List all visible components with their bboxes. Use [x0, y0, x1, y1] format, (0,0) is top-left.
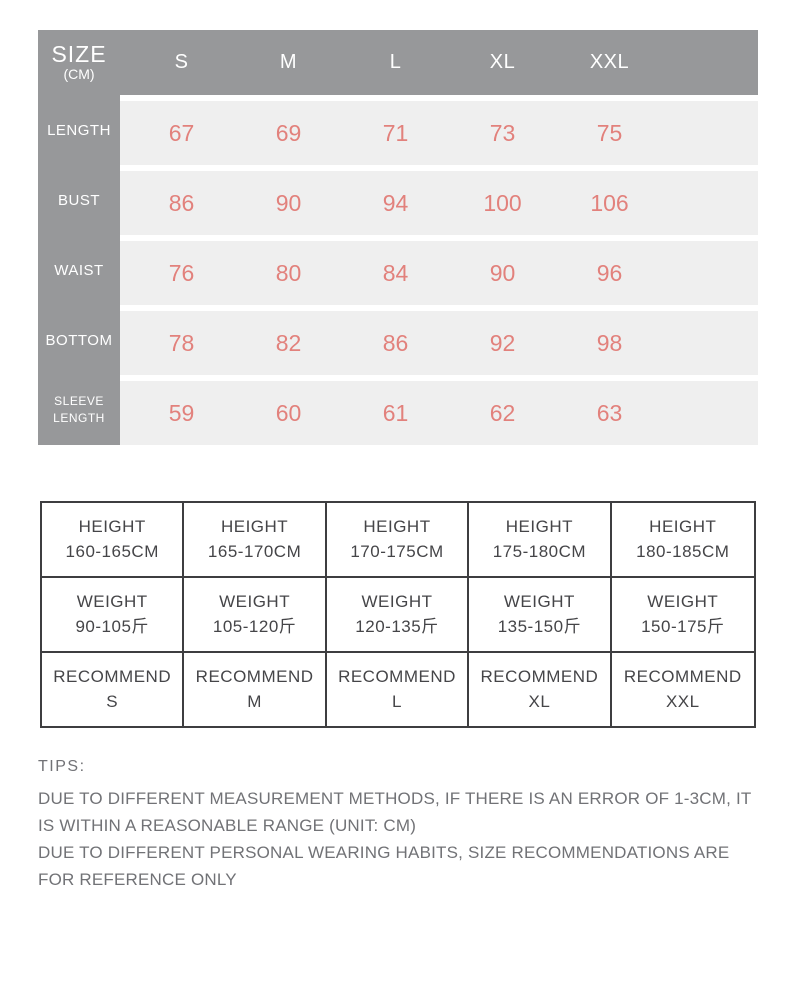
fit-cell-value: XL [528, 692, 551, 711]
fit-cell-recommend-m: RECOMMEND M [184, 653, 327, 726]
table-row-bottom: 78 82 86 92 98 [120, 311, 758, 375]
fit-cell-value: 150-175斤 [641, 617, 725, 636]
cell-value: 76 [168, 259, 195, 286]
cell-value: 59 [168, 399, 195, 426]
fit-cell-value: 160-165CM [65, 542, 159, 561]
fit-cell-weight-xl: WEIGHT 135-150斤 [469, 578, 612, 653]
fit-cell-value: 105-120斤 [212, 617, 297, 636]
tips-title: TIPS: [38, 758, 86, 775]
tips-paragraph-reference: DUE TO DIFFERENT PERSONAL WEARING HABITS… [38, 843, 730, 889]
row-label-bust: BUST [57, 191, 100, 209]
fit-cell-value: 135-150斤 [497, 617, 582, 636]
fit-cell-value: 175-180CM [492, 542, 587, 561]
fit-recommendation-table: HEIGHT 160-165CM HEIGHT 165-170CM HEIGHT… [40, 501, 756, 728]
fit-cell-label: HEIGHT [78, 517, 146, 536]
size-table-header-row: S M L XL XXL [120, 30, 758, 95]
size-column-header: S [174, 51, 189, 73]
cell-value: 60 [275, 399, 302, 426]
size-table-corner: SIZE (CM) [38, 30, 120, 95]
fit-cell-height-m: HEIGHT 165-170CM [184, 503, 327, 578]
fit-cell-weight-m: WEIGHT 105-120斤 [184, 578, 327, 653]
fit-cell-label: WEIGHT [361, 592, 433, 611]
fit-cell-value: S [106, 692, 119, 711]
cell-value: 62 [489, 399, 516, 426]
fit-cell-label: WEIGHT [647, 592, 719, 611]
fit-cell-weight-l: WEIGHT 120-135斤 [326, 578, 470, 653]
cell-value: 106 [590, 189, 629, 216]
fit-cell-weight-xxl: WEIGHT 150-175斤 [611, 578, 754, 653]
cell-value: 71 [382, 119, 409, 146]
fit-cell-recommend-s: RECOMMEND S [42, 653, 185, 726]
row-label-sleeve-length: SLEEVE LENGTH [53, 394, 105, 425]
size-column-header: M [279, 51, 298, 73]
table-row-bust: 86 90 94 100 106 [120, 171, 758, 235]
fit-cell-recommend-xxl: RECOMMEND XXL [612, 653, 754, 726]
cell-value: 100 [483, 189, 522, 216]
fit-cell-value: 170-175CM [350, 542, 444, 561]
table-row-length: 67 69 71 73 75 [120, 101, 758, 165]
fit-cell-height-l: HEIGHT 170-175CM [326, 503, 470, 578]
size-column-header: XL [489, 51, 516, 73]
cell-value: 67 [168, 119, 195, 146]
cell-value: 73 [489, 119, 516, 146]
fit-cell-label: HEIGHT [363, 517, 431, 536]
cell-value: 69 [275, 119, 302, 146]
fit-cell-label: RECOMMEND [53, 667, 172, 686]
fit-cell-label: HEIGHT [649, 517, 717, 536]
fit-cell-value: 120-135斤 [355, 617, 439, 636]
size-table-corner-title: SIZE [51, 41, 107, 67]
fit-cell-value: 165-170CM [207, 542, 302, 561]
fit-cell-label: HEIGHT [220, 517, 289, 536]
fit-cell-height-xl: HEIGHT 175-180CM [469, 503, 612, 578]
cell-value: 84 [382, 259, 409, 286]
fit-cell-recommend-l: RECOMMEND L [327, 653, 470, 726]
size-table-unit: (CM) [63, 66, 95, 82]
tips-section: TIPS: DUE TO DIFFERENT MEASUREMENT METHO… [38, 758, 760, 893]
fit-cell-value: 90-105斤 [75, 617, 149, 636]
cell-value: 90 [275, 189, 302, 216]
cell-value: 61 [382, 399, 409, 426]
size-column-header: L [389, 51, 402, 73]
size-table-label-column: SIZE (CM) LENGTH BUST WAIST BOTTOM SLEEV… [38, 30, 120, 445]
fit-cell-label: RECOMMEND [195, 667, 314, 686]
fit-cell-label: RECOMMEND [338, 667, 456, 686]
row-label-waist: WAIST [54, 261, 104, 279]
cell-value: 82 [275, 329, 302, 356]
cell-value: 63 [596, 399, 623, 426]
size-column-header: XXL [589, 51, 630, 73]
fit-cell-label: RECOMMEND [480, 667, 599, 686]
size-table: SIZE (CM) LENGTH BUST WAIST BOTTOM SLEEV… [38, 30, 758, 445]
cell-value: 98 [596, 329, 623, 356]
cell-value: 94 [382, 189, 409, 216]
cell-value: 86 [382, 329, 409, 356]
cell-value: 86 [168, 189, 195, 216]
fit-cell-recommend-xl: RECOMMEND XL [469, 653, 612, 726]
size-table-values-area: S M L XL XXL 67 69 71 73 75 86 90 94 100… [120, 30, 758, 445]
cell-value: 78 [168, 329, 195, 356]
tips-paragraph-measurement: DUE TO DIFFERENT MEASUREMENT METHODS, IF… [38, 789, 752, 835]
row-label-length: LENGTH [47, 121, 111, 139]
cell-value: 80 [275, 259, 302, 286]
fit-cell-height-xxl: HEIGHT 180-185CM [611, 503, 754, 578]
fit-cell-label: WEIGHT [503, 592, 575, 611]
cell-value: 90 [489, 259, 516, 286]
cell-value: 92 [489, 329, 516, 356]
fit-cell-value: XXL [665, 692, 700, 711]
cell-value: 75 [596, 119, 623, 146]
fit-cell-height-s: HEIGHT 160-165CM [42, 503, 185, 578]
fit-cell-value: M [247, 692, 262, 711]
fit-cell-label: WEIGHT [76, 592, 148, 611]
row-label-bottom: BOTTOM [45, 331, 113, 349]
fit-cell-value: 180-185CM [636, 542, 730, 561]
fit-cell-label: WEIGHT [219, 592, 291, 611]
fit-cell-label: HEIGHT [505, 517, 573, 536]
fit-cell-label: RECOMMEND [623, 667, 742, 686]
cell-value: 96 [596, 259, 623, 286]
table-row-sleeve-length: 59 60 61 62 63 [120, 381, 758, 445]
fit-cell-value: L [392, 692, 402, 711]
table-row-waist: 76 80 84 90 96 [120, 241, 758, 305]
fit-cell-weight-s: WEIGHT 90-105斤 [42, 578, 185, 653]
